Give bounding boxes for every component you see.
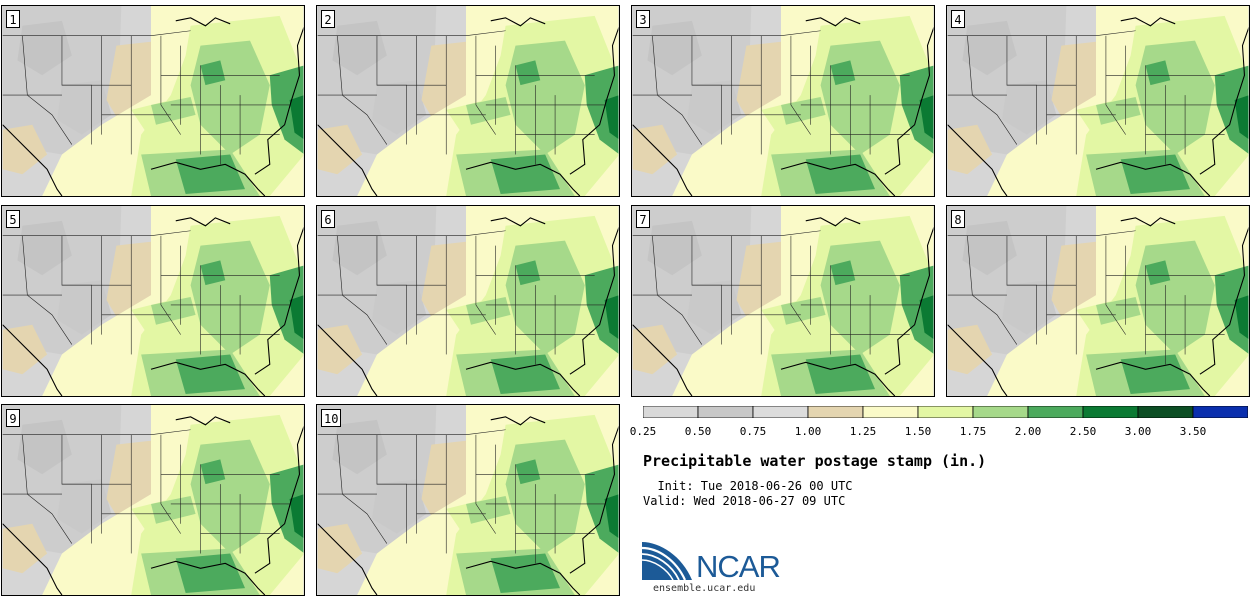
color-scale-tick-label: 1.50 (904, 425, 932, 438)
forecast-panel-1: 1 (1, 5, 305, 197)
color-scale-tick-label: 0.75 (739, 425, 767, 438)
map-image (317, 206, 619, 396)
panel-number: 2 (321, 10, 335, 28)
color-scale-swatch (697, 406, 754, 418)
map-image (947, 6, 1249, 196)
map-image (2, 206, 304, 396)
color-scale-swatch (807, 406, 864, 418)
map-image (2, 405, 304, 595)
forecast-panel-7: 7 (631, 205, 935, 397)
forecast-panel-2: 2 (316, 5, 620, 197)
ncar-logo (642, 542, 692, 581)
panel-number: 10 (321, 409, 342, 427)
color-scale-swatch (972, 406, 1029, 418)
color-scale-swatch (1137, 406, 1194, 418)
forecast-panel-4: 4 (946, 5, 1250, 197)
color-scale-swatch (917, 406, 974, 418)
forecast-panel-3: 3 (631, 5, 935, 197)
color-scale-tick-label: 2.00 (1014, 425, 1042, 438)
color-scale-tick-label: 1.00 (794, 425, 822, 438)
panel-number: 3 (636, 10, 650, 28)
color-scale-swatch (1027, 406, 1084, 418)
forecast-panel-6: 6 (316, 205, 620, 397)
panel-number: 9 (6, 409, 20, 427)
color-scale-swatch (1082, 406, 1139, 418)
color-scale-tick-label: 2.50 (1069, 425, 1097, 438)
init-time: Init: Tue 2018-06-26 00 UTC (643, 479, 853, 493)
color-scale-swatch (1192, 406, 1248, 418)
map-image (632, 206, 934, 396)
forecast-panel-9: 9 (1, 404, 305, 596)
map-image (317, 6, 619, 196)
forecast-panel-10: 10 (316, 404, 620, 596)
panel-number: 7 (636, 210, 650, 228)
color-scale-swatch (862, 406, 919, 418)
valid-time: Valid: Wed 2018-06-27 09 UTC (643, 494, 846, 508)
logo-wordmark: NCAR (696, 549, 781, 584)
forecast-panel-8: 8 (946, 205, 1250, 397)
color-scale-tick-label: 3.00 (1124, 425, 1152, 438)
color-scale-tick-label: 1.75 (959, 425, 987, 438)
color-scale-tick-label: 3.50 (1179, 425, 1207, 438)
panel-number: 1 (6, 10, 20, 28)
color-scale-tick-label: 0.50 (684, 425, 712, 438)
color-scale-swatch (643, 406, 699, 418)
panel-number: 5 (6, 210, 20, 228)
panel-number: 4 (951, 10, 965, 28)
color-scale-bar (643, 406, 1248, 418)
map-image (317, 405, 619, 595)
color-scale-swatch (752, 406, 809, 418)
map-image (947, 206, 1249, 396)
map-image (632, 6, 934, 196)
forecast-panel-5: 5 (1, 205, 305, 397)
figure-title: Precipitable water postage stamp (in.) (643, 452, 987, 470)
site-url: ensemble.ucar.edu (653, 583, 756, 594)
color-scale-tick-label: 1.25 (849, 425, 877, 438)
panel-number: 6 (321, 210, 335, 228)
panel-number: 8 (951, 210, 965, 228)
map-image (2, 6, 304, 196)
color-scale-tick-label: 0.25 (629, 425, 657, 438)
